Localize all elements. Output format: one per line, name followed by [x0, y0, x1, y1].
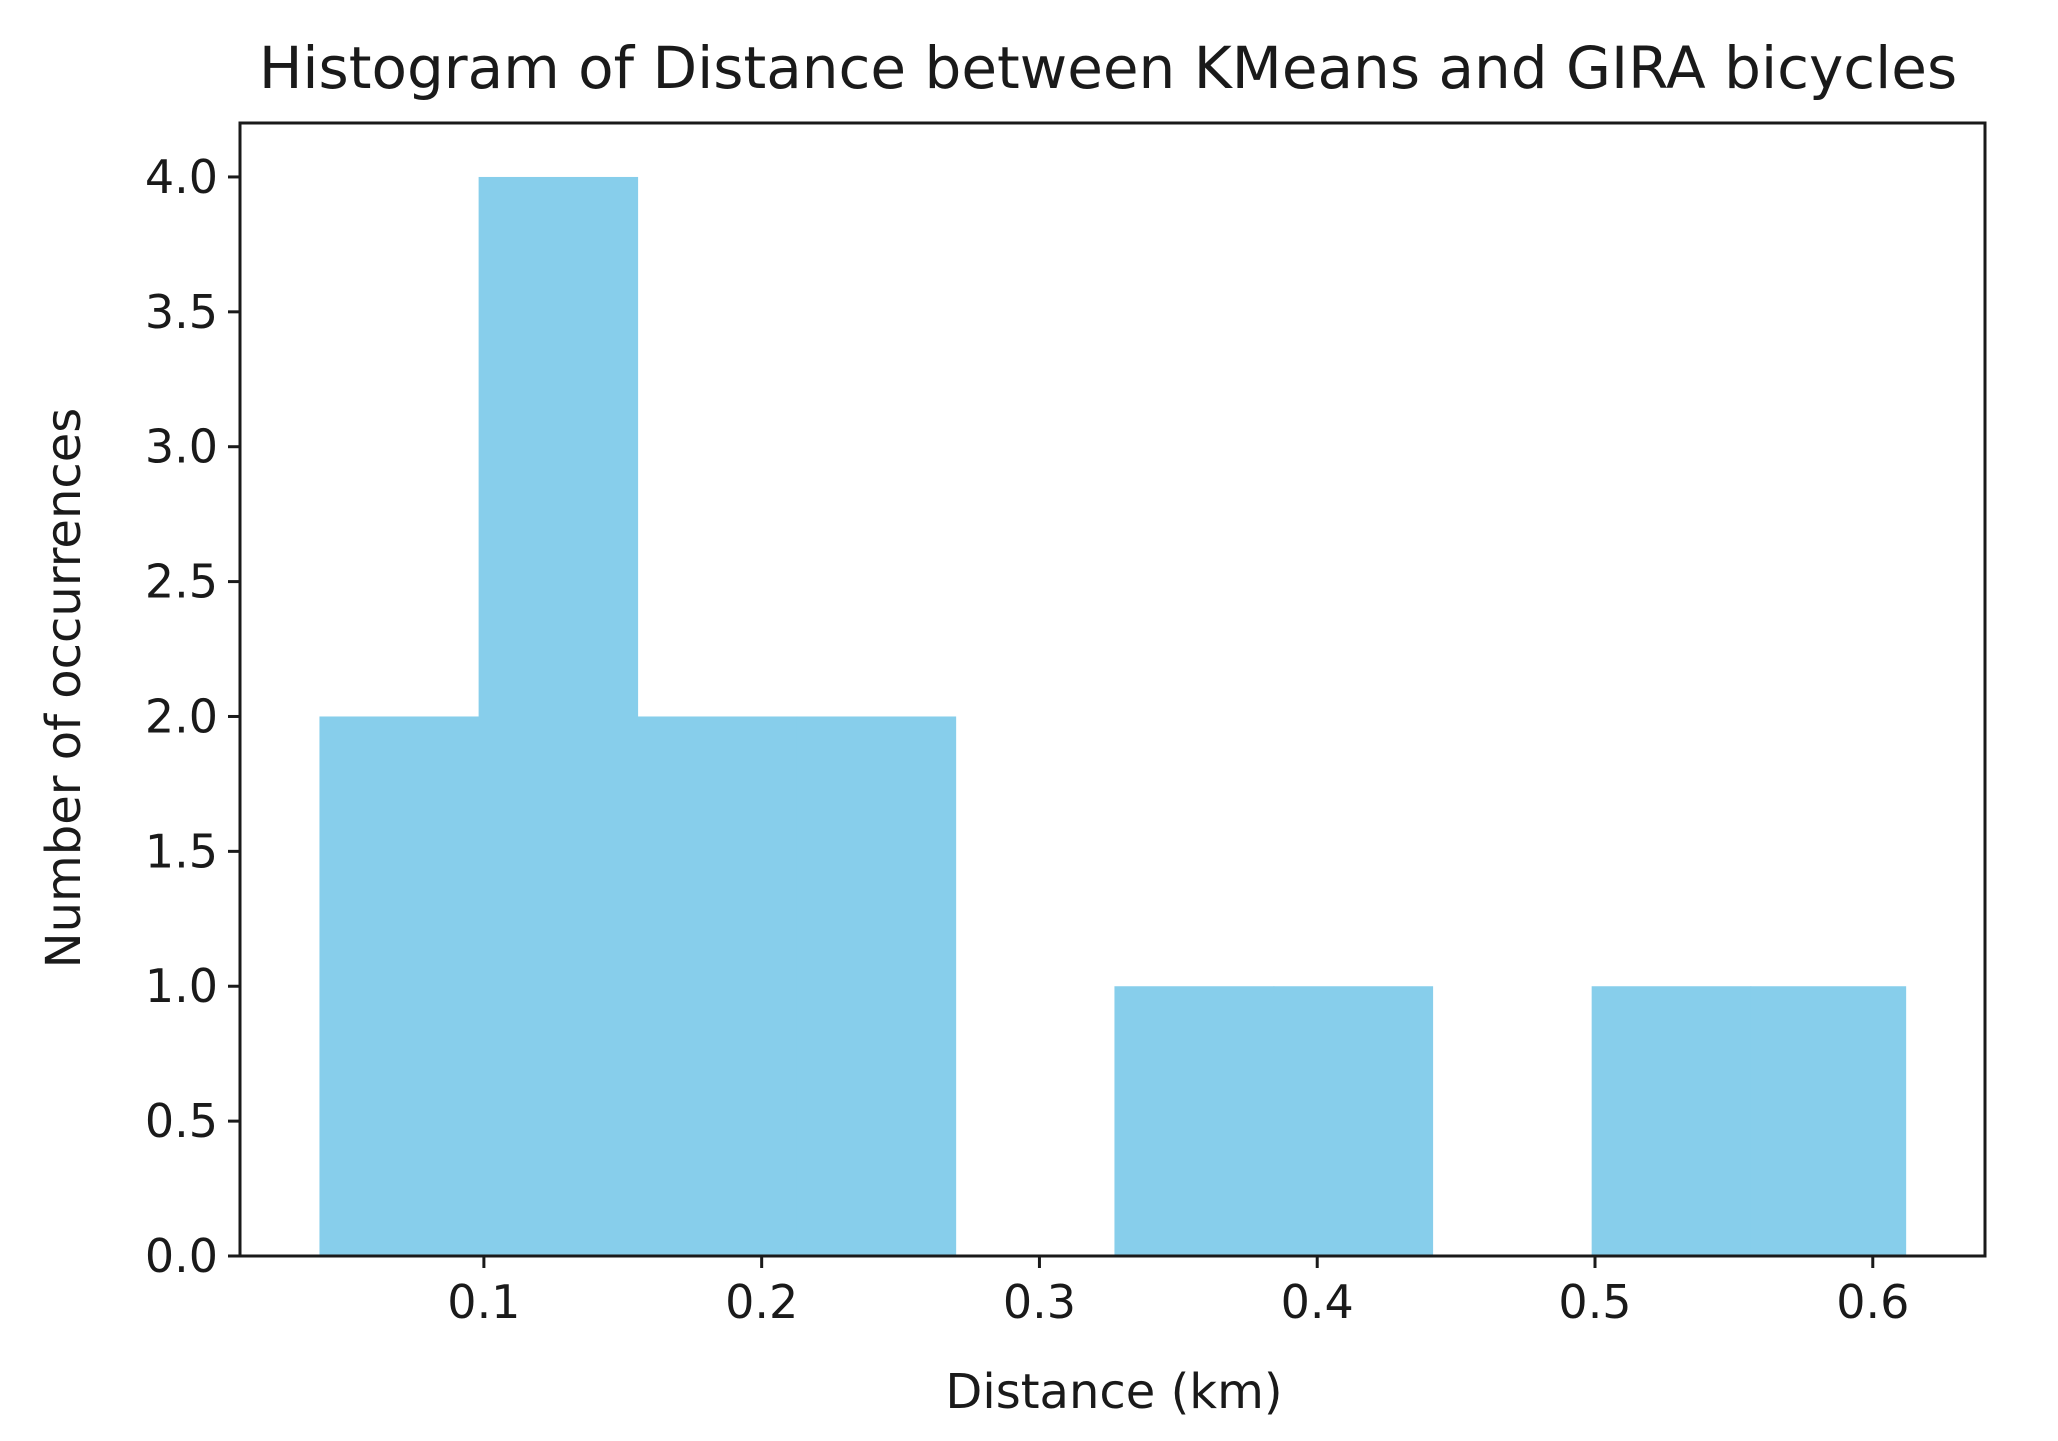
- x-tick-label-4: 0.4: [1281, 1275, 1354, 1329]
- y-axis-label: Number of occurrences: [36, 408, 92, 969]
- y-tick-label-2: 0.5: [145, 1094, 218, 1148]
- histogram-bar-3: [637, 716, 798, 1256]
- x-tick-label-1: 0.1: [447, 1275, 520, 1329]
- y-tick-label-7: 3.0: [145, 420, 218, 474]
- y-tick-label-9: 4.0: [145, 150, 218, 204]
- x-tick-label-6: 0.6: [1836, 1275, 1909, 1329]
- chart-title: Histogram of Distance between KMeans and…: [259, 34, 1957, 102]
- y-tick-label-1: 0.0: [145, 1229, 218, 1283]
- plot-frame: [238, 121, 1987, 1258]
- y-tick-label-3: 1.0: [145, 959, 218, 1013]
- x-tick-label-2: 0.2: [725, 1275, 798, 1329]
- histogram-bar-1: [319, 716, 480, 1256]
- y-tick-label-5: 2.0: [145, 689, 218, 743]
- bars-group: [319, 176, 1907, 1256]
- histogram-bar-7: [1273, 986, 1434, 1256]
- x-tick-label-3: 0.3: [1003, 1275, 1076, 1329]
- histogram-bar-9: [1591, 986, 1752, 1256]
- y-tick-label-8: 3.5: [145, 285, 218, 339]
- y-tick-label-4: 1.5: [145, 824, 218, 878]
- histogram-bar-6: [1114, 986, 1275, 1256]
- histogram-bar-10: [1750, 986, 1907, 1256]
- y-tick-label-6: 2.5: [145, 555, 218, 609]
- x-axis-label: Distance (km): [945, 1364, 1282, 1420]
- x-tick-label-5: 0.5: [1558, 1275, 1631, 1329]
- histogram-bar-2: [478, 176, 639, 1256]
- ticks-group: 0.1 0.2 0.3 0.4 0.5 0.6 0.0 0.5 1.0 1.5 2.0 2.5 3.0 3…: [145, 150, 1910, 1329]
- histogram-bar-4: [796, 716, 957, 1256]
